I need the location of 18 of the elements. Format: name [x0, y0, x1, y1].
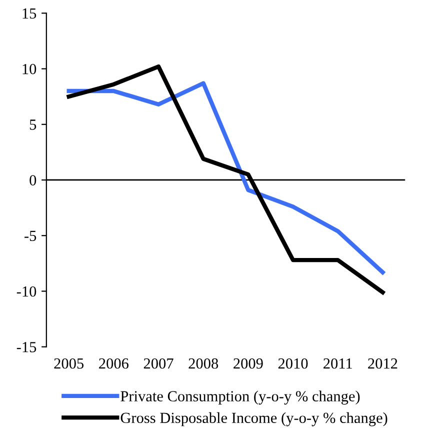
y-tick-label: 15	[22, 8, 36, 19]
y-tick-label: 0	[30, 175, 36, 186]
y-tick-label: -15	[16, 342, 36, 352]
x-tick-label: 2005	[54, 358, 84, 369]
line-series	[66, 81, 385, 274]
x-tick-label: 2012	[368, 358, 398, 369]
x-tick-label: 2011	[324, 358, 352, 369]
x-tick-label: 2008	[188, 358, 218, 369]
legend-label: Gross Disposable Income (y-o-y % change)	[120, 412, 388, 426]
legend-label: Private Consumption (y-o-y % change)	[120, 390, 360, 405]
x-tick-label: 2010	[278, 358, 308, 369]
x-tick-label: 2007	[144, 358, 174, 369]
x-tick-label: 2006	[99, 358, 128, 369]
y-tick-label: -5	[24, 230, 36, 242]
y-tick-label: 5	[30, 120, 36, 130]
x-tick-label: 2009	[234, 358, 263, 369]
y-tick-label: -10	[16, 286, 36, 297]
y-tick-label: 10	[22, 64, 36, 74]
